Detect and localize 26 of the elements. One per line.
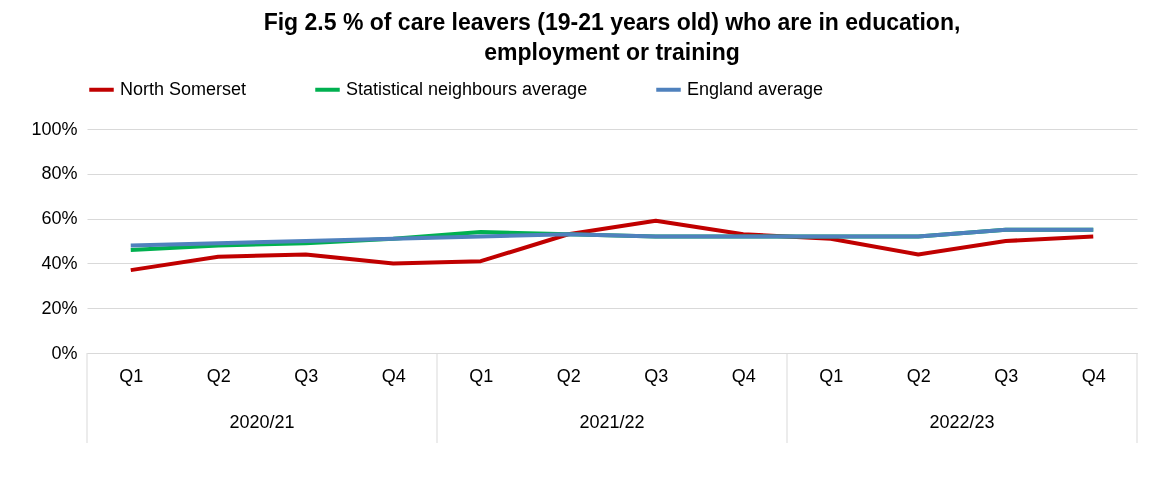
legend-label: North Somerset <box>120 78 247 99</box>
text: 2021/22 <box>579 412 645 432</box>
x-tick-label: Q3 <box>294 365 319 386</box>
legend-label: England average <box>687 78 824 99</box>
y-tick-label: 60% <box>41 208 78 229</box>
y-tick-label: 40% <box>41 252 78 273</box>
x-tick-label: Q1 <box>469 365 494 386</box>
text: 2020/21 <box>229 412 295 432</box>
x-tick-label: Q1 <box>819 365 844 386</box>
x-tick-label: Q2 <box>906 365 931 386</box>
y-tick-label: 100% <box>31 118 78 139</box>
x-tick-label: Q4 <box>731 365 756 386</box>
x-tick-label: Q3 <box>994 365 1019 386</box>
chart-title: Fig 2.5 % of care leavers (19-21 years old) who are in education, employment or training <box>263 9 961 65</box>
y-tick-label: 80% <box>41 163 78 184</box>
line-series <box>128 218 1096 273</box>
x-tick-label: Q4 <box>381 365 406 386</box>
y-tick-label: 0% <box>51 342 78 363</box>
x-tick-label: Q2 <box>556 365 581 386</box>
text: 2022/23 <box>929 412 995 432</box>
x-tick-label: Q4 <box>1081 365 1106 386</box>
x-tick-label: Q3 <box>644 365 669 386</box>
y-tick-label: 20% <box>41 297 78 318</box>
x-tick-label: Q1 <box>119 365 144 386</box>
legend-label: Statistical neighbours average <box>346 78 588 99</box>
x-tick-label: Q2 <box>206 365 231 386</box>
